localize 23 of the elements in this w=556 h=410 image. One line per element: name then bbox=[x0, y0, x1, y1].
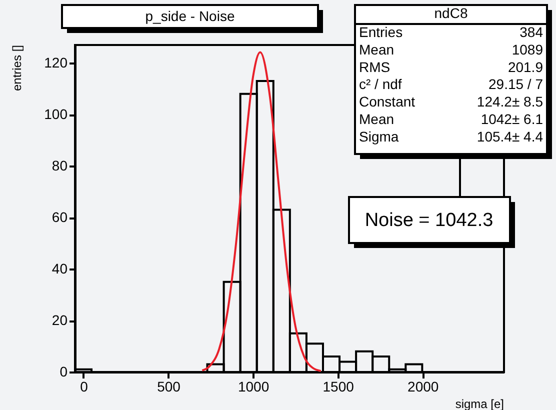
x-tick-label: 0 bbox=[80, 378, 88, 394]
text: c² / ndf 29.15 / 7 bbox=[359, 76, 543, 92]
text: Mean 1089 bbox=[359, 41, 543, 58]
x-tick-label: 500 bbox=[157, 378, 181, 394]
text: Entries 384 bbox=[359, 24, 543, 40]
x-tick-label: 1000 bbox=[238, 378, 270, 394]
y-tick-label: 60 bbox=[52, 209, 68, 226]
chart-title: p_side - Noise bbox=[145, 8, 235, 24]
text: Mean 1042± 6.1 bbox=[359, 111, 543, 127]
text: ndC8 bbox=[434, 5, 468, 21]
text: Sigma 105.4± 4.4 bbox=[359, 128, 543, 144]
y-axis-title: entries [] bbox=[10, 45, 24, 92]
y-tick-label: 40 bbox=[52, 260, 68, 277]
text: RMS 201.9 bbox=[359, 58, 543, 75]
y-tick-label: 0 bbox=[60, 364, 68, 380]
annotation: Noise = 1042.3 bbox=[364, 210, 494, 231]
y-tick-label: 20 bbox=[52, 312, 68, 328]
y-tick-label: 120 bbox=[44, 54, 68, 71]
y-tick-label: 100 bbox=[44, 106, 68, 122]
text: Constant 124.2± 8.5 bbox=[359, 94, 543, 110]
y-tick-label: 80 bbox=[52, 158, 68, 174]
x-tick-label: 1500 bbox=[322, 378, 354, 394]
x-tick-label: 2000 bbox=[408, 378, 439, 394]
